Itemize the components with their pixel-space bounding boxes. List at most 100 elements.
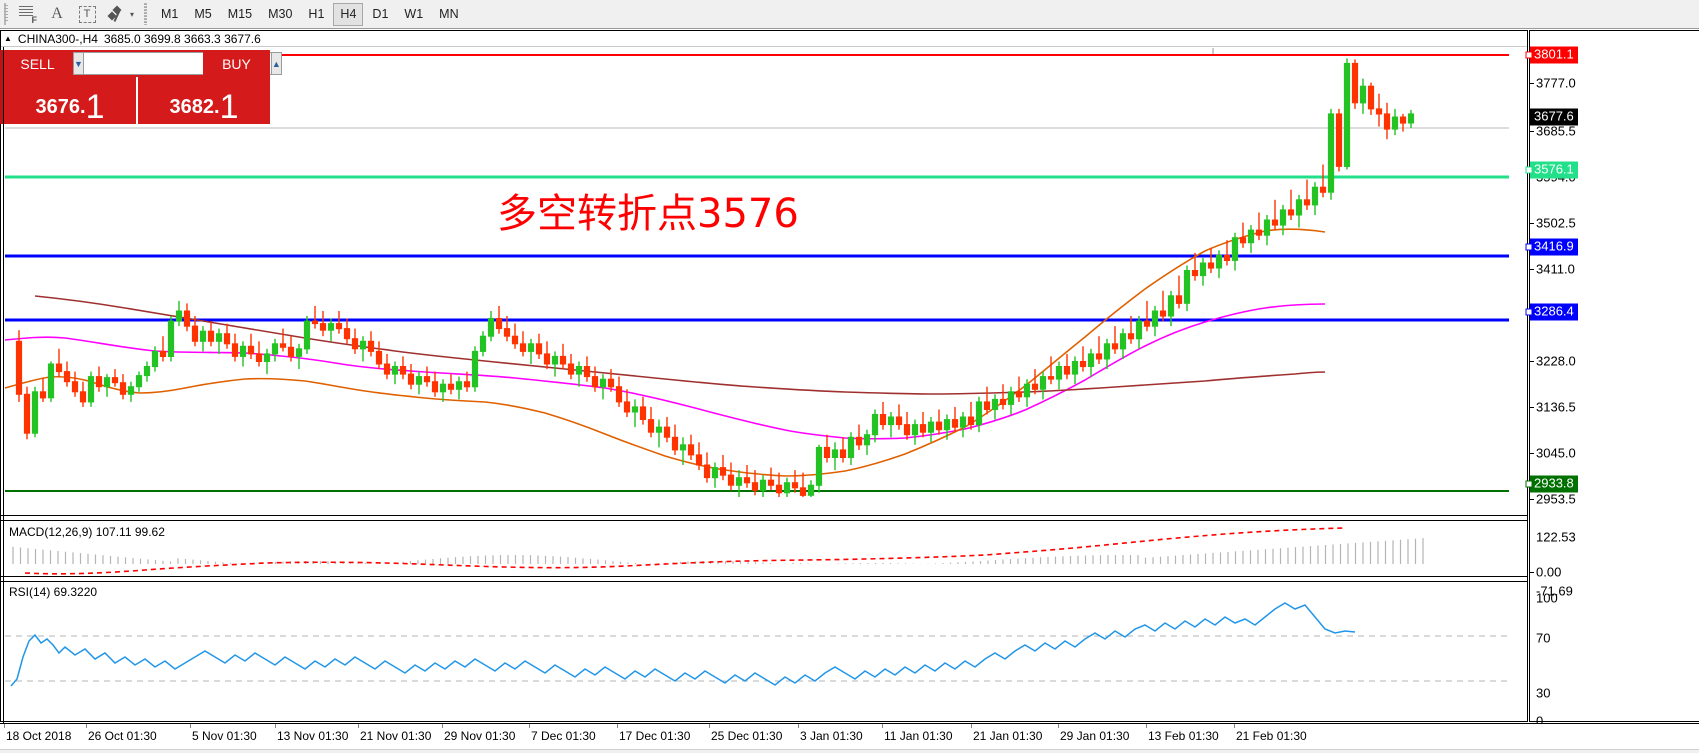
candle-body [711, 467, 719, 479]
candle-body [135, 375, 143, 388]
level-drag-handle[interactable] [1525, 166, 1533, 174]
shapes-glyph [107, 5, 127, 22]
rsi-pane[interactable]: RSI(14) 69.3220 [5, 583, 1509, 701]
price-axis[interactable]: 3777.03685.53594.03502.53411.03319.53228… [1525, 30, 1699, 729]
candle-body [871, 414, 879, 436]
candle-body [351, 338, 359, 350]
level-line-label-darkgreen[interactable]: 2933.8 [1530, 475, 1578, 493]
volume-stepper[interactable]: ▼ ▲ [71, 50, 282, 77]
timeframe-m5[interactable]: M5 [194, 7, 212, 21]
one-click-trading-panel[interactable]: SELL ▼ ▲ BUY 3676 . 1 3682 . 1 [0, 50, 282, 124]
candle-body [199, 330, 207, 342]
last-price-label[interactable]: 3677.6 [1530, 108, 1578, 126]
candle-body [231, 343, 239, 357]
candle-body [359, 340, 367, 350]
candle-body [335, 323, 343, 330]
candle-body [1007, 391, 1015, 405]
resistance-line-label[interactable]: 3801.1 [1530, 46, 1578, 64]
price-pane[interactable] [5, 48, 1509, 497]
candle-body [183, 310, 191, 327]
candle-body [567, 363, 575, 375]
candle-body [79, 391, 87, 403]
candle-body [471, 350, 479, 388]
rsi-axis-label: 0 [1536, 713, 1544, 729]
time-axis[interactable]: 18 Oct 2018 26 Oct 01:30 5 Nov 01:30 13 Nov… [0, 723, 1699, 753]
rsi-axis-label: 70 [1536, 630, 1551, 646]
candle-body [1031, 383, 1039, 390]
price-tick-label: 3228.0 [1536, 353, 1576, 369]
support-line-label-green[interactable]: 3576.1 [1530, 161, 1578, 179]
time-axis-label: 25 Dec 01:30 [711, 729, 783, 743]
macd-axis-label: -71.69 [1536, 583, 1573, 599]
level-drag-handle[interactable] [1525, 308, 1533, 316]
candle-body [1111, 343, 1119, 350]
candle-body [119, 382, 127, 395]
timeframe-m30[interactable]: M30 [268, 7, 293, 21]
candle-body [247, 345, 255, 355]
candle-body [463, 381, 471, 388]
level-drag-handle[interactable] [1525, 243, 1533, 251]
candle-body [943, 419, 951, 431]
level-line-label-blue-upper[interactable]: 3416.9 [1530, 238, 1578, 256]
chevron-down-icon[interactable]: ▾ [130, 9, 135, 19]
timeframe-m15[interactable]: M15 [227, 7, 253, 21]
timeframe-mn[interactable]: MN [439, 7, 459, 21]
timeframe-h4[interactable]: H4 [333, 2, 364, 26]
toolbar-drag-grip[interactable] [1, 3, 10, 25]
macd-histogram [12, 538, 1424, 564]
price-tick-mark [1529, 269, 1534, 270]
candle-body [1055, 366, 1063, 380]
objects-icon[interactable] [102, 2, 132, 27]
candle-body [927, 421, 935, 433]
candle-body [1239, 237, 1247, 244]
candle-body [191, 325, 199, 342]
buy-price-separator: . [214, 96, 220, 118]
candle-body [535, 343, 543, 355]
volume-decrement-button[interactable]: ▼ [73, 52, 84, 75]
time-tick-mark [798, 724, 799, 728]
candle-body [1071, 361, 1079, 375]
candle-body [1383, 113, 1391, 130]
candle-body [1047, 376, 1055, 380]
timeframe-d1[interactable]: D1 [372, 7, 389, 21]
collapse-triangle-icon[interactable]: ▲ [4, 34, 12, 43]
chart-header-bar: ▲ CHINA300-,H4 3685.0 3699.8 3663.3 3677… [1, 31, 1527, 47]
candle-body [1247, 229, 1255, 244]
buy-button[interactable]: BUY [203, 50, 270, 77]
candle-body [839, 449, 847, 458]
time-tick-mark [275, 724, 276, 728]
text-label-icon[interactable]: T [72, 2, 102, 27]
level-drag-handle[interactable] [1525, 51, 1533, 59]
buy-price-quote[interactable]: 3682 . 1 [138, 77, 270, 124]
candle-body [671, 436, 679, 451]
candle-body [1199, 262, 1207, 277]
candle-body [631, 406, 639, 413]
chart-annotation-text[interactable]: 多空转折点3576 [497, 191, 799, 237]
macd-pane[interactable]: MACD(12,26,9) 107.11 99.62 [5, 523, 1509, 580]
price-tick-label: 3777.0 [1536, 75, 1576, 91]
timeframe-h1[interactable]: H1 [308, 7, 325, 21]
timeframe-w1[interactable]: W1 [404, 7, 424, 21]
price-chart-svg [5, 48, 1509, 497]
candle-body [1311, 186, 1319, 206]
main-toolbar: F A T ▾ M1 M5 M15 M30 H1 H4 D1 W1 MN [0, 0, 1699, 29]
level-drag-handle[interactable] [1525, 480, 1533, 488]
candle-body [623, 401, 631, 413]
candle-body [55, 363, 63, 373]
candle-body [551, 355, 559, 365]
candle-body [479, 335, 487, 352]
sell-button[interactable]: SELL [4, 50, 71, 77]
candle-body [767, 479, 775, 486]
candle-body [1327, 113, 1335, 193]
font-f-icon[interactable]: F [12, 2, 42, 27]
timeframe-m1[interactable]: M1 [161, 7, 179, 21]
macd-pane-top-divider2 [1, 520, 1527, 521]
sell-price-quote[interactable]: 3676 . 1 [4, 77, 136, 124]
text-letter-icon[interactable]: A [42, 2, 72, 27]
volume-increment-button[interactable]: ▲ [270, 52, 282, 75]
candle-body [455, 381, 463, 390]
candle-body [639, 406, 647, 420]
level-line-label-blue-lower[interactable]: 3286.4 [1530, 303, 1578, 321]
time-axis-label: 5 Nov 01:30 [192, 729, 257, 743]
candle-body [575, 366, 583, 375]
